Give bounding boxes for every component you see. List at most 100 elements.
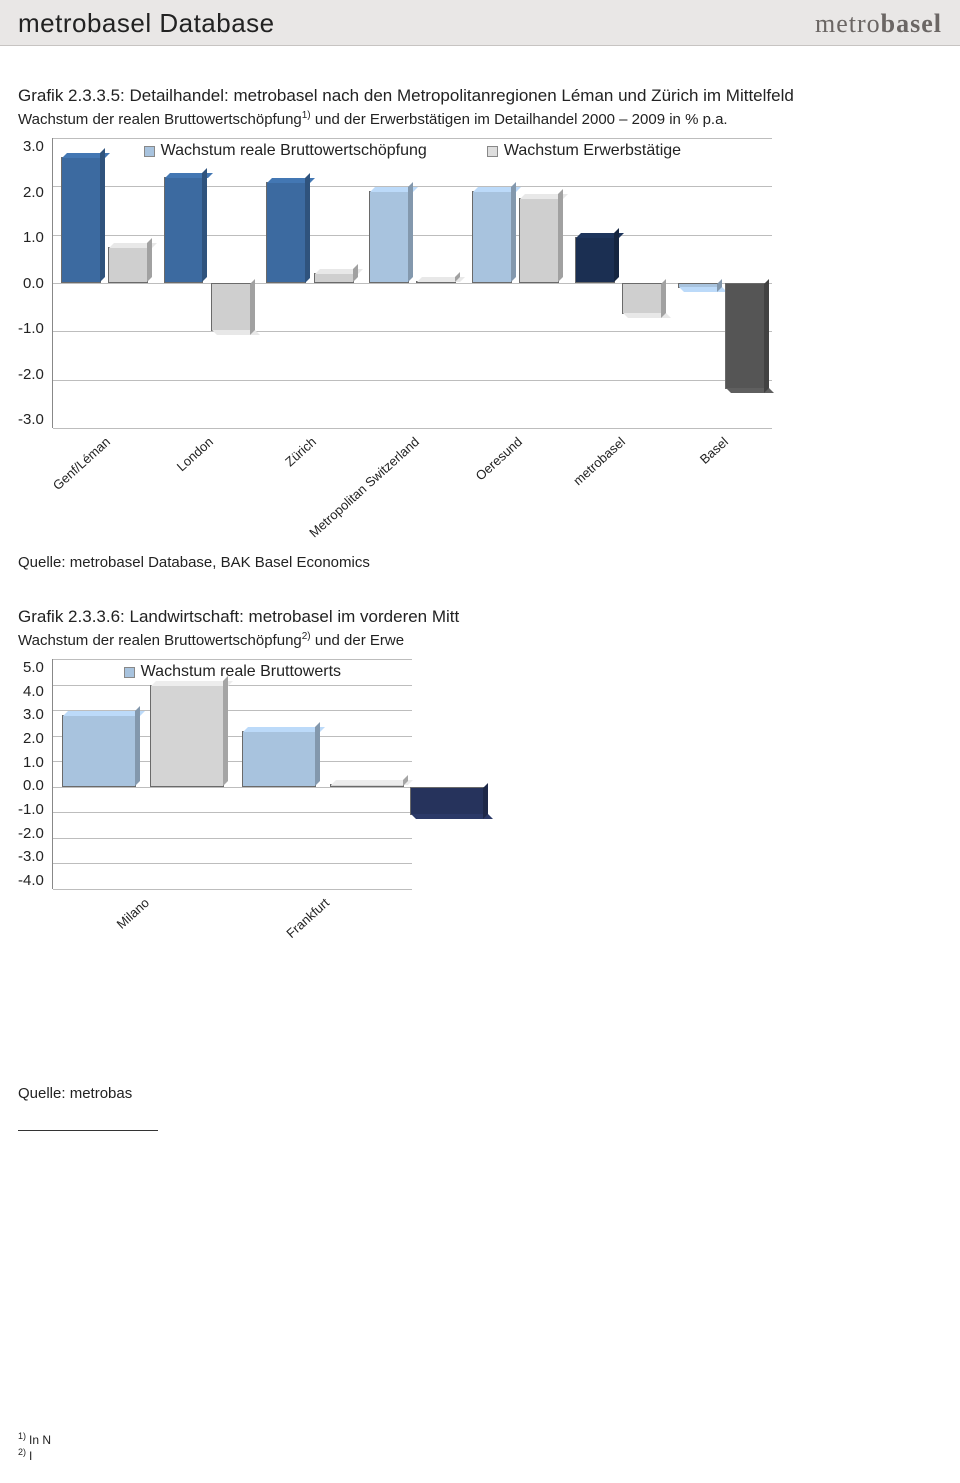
y-tick-label: 4.0 [23,683,44,700]
x-tick-label: Oeresund [472,434,524,483]
chart2-subtitle: Wachstum der realen Bruttowertschöpfung2… [18,631,942,649]
legend-swatch [487,146,498,157]
y-axis: 3.0 2.0 1.0 0.0 -1.0 -2.0 -3.0 [18,138,52,428]
chart1: 3.0 2.0 1.0 0.0 -1.0 -2.0 -3.0 Wachstum reale B… [18,138,942,548]
page-header: metrobasel Database metrobasel [0,0,960,46]
legend-label: Wachstum reale Bruttowerts [141,663,341,681]
y-tick-label: 0.0 [23,777,44,794]
chart2-title-lead: Grafik 2.3.3.6: [18,607,130,626]
plot-area: Wachstum reale Bruttowertschöpfung Wachst… [52,138,772,428]
y-tick-label: 1.0 [23,229,44,246]
chart1-title: Grafik 2.3.3.5: Detailhandel: metrobasel… [18,86,942,106]
legend-item: Wachstum reale Bruttowerts [124,663,341,681]
legend-label: Wachstum reale Bruttowertschöpfung [161,142,427,160]
page-content: Grafik 2.3.3.5: Detailhandel: metrobasel… [0,46,960,1122]
bar-group [59,659,227,889]
chart2-title: Grafik 2.3.3.6: Landwirtschaft: metrobas… [18,607,942,627]
bar [416,281,456,283]
x-tick-label: Basel [696,434,730,467]
y-tick-label: -1.0 [18,320,44,337]
y-tick-label: -3.0 [18,411,44,428]
footnote-divider [18,1130,158,1131]
legend-swatch [144,146,155,157]
bar [410,787,484,815]
y-tick-label: 2.0 [23,730,44,747]
chart1-source: Quelle: metrobasel Database, BAK Basel E… [18,554,942,571]
legend: Wachstum reale Bruttowertschöpfung Wachst… [53,142,772,160]
bar [622,283,662,314]
x-tick-label: Milano [114,895,152,932]
footnotes: 1)In N 2)I [0,1431,960,1483]
x-tick-label: metrobasel [570,434,628,488]
bar [108,247,148,283]
logo-part-light: metro [815,9,881,38]
logo-part-bold: basel [881,9,942,38]
x-tick-label: London [174,434,216,474]
chart1-title-rest: Detailhandel: metrobasel nach den Metrop… [130,86,794,105]
x-axis-labels: Milano Frankfurt [52,889,412,959]
bar [575,237,615,283]
bar-group [367,138,458,428]
legend-label: Wachstum Erwerbstätige [504,142,681,160]
x-tick-label: Metropolitan Switzerland [306,434,422,540]
bar-group [676,138,767,428]
bar [61,157,101,283]
y-tick-label: 5.0 [23,659,44,676]
bar-group [59,138,150,428]
chart2-sub-b: und der Erwe [311,632,404,649]
chart2-source: Quelle: metrobas [18,1085,942,1102]
chart1-title-lead: Grafik 2.3.3.5: [18,86,130,105]
y-tick-label: -2.0 [18,366,44,383]
y-tick-label: -4.0 [18,872,44,889]
bar [330,784,404,787]
chart2-sup: 2) [302,631,311,642]
y-tick-label: 2.0 [23,184,44,201]
bar [519,198,559,283]
bar [725,283,765,389]
bar [62,715,136,787]
bar [242,731,316,787]
y-tick-label: 3.0 [23,706,44,723]
plot-area: Wachstum reale Bruttowerts [52,659,412,889]
x-tick-label: Frankfurt [283,895,332,941]
x-axis-labels: Genf/Léman London ZürichMetropolitan Switz… [52,428,772,548]
bar [678,283,718,288]
y-tick-label: -2.0 [18,825,44,842]
bar-group [470,138,561,428]
bar-group [265,138,356,428]
bar [266,182,306,284]
logo: metrobasel [815,9,942,39]
x-tick-label: Zürich [282,434,319,469]
y-tick-label: 3.0 [23,138,44,155]
y-axis: 5.0 4.0 3.0 2.0 1.0 0.0 -1.0 -2.0 -3.0 -4.0 [18,659,52,889]
bars-layer [53,659,412,889]
bar-group [239,659,407,889]
bar-group [162,138,253,428]
legend-item: Wachstum Erwerbstätige [487,142,681,160]
y-tick-label: -3.0 [18,848,44,865]
page-title: metrobasel Database [18,8,275,39]
bar [164,177,204,283]
chart2: 5.0 4.0 3.0 2.0 1.0 0.0 -1.0 -2.0 -3.0 -4.0 Wachst… [18,659,942,959]
chart1-subtitle: Wachstum der realen Bruttowertschöpfung1… [18,110,942,128]
bar [369,191,409,283]
chart2-title-rest: Landwirtschaft: metrobasel im vorderen M… [130,607,460,626]
x-tick-label: Genf/Léman [50,434,113,493]
footnote-1: 1)In N [18,1431,942,1447]
y-tick-label: 1.0 [23,754,44,771]
bar [314,273,354,283]
y-tick-label: 0.0 [23,275,44,292]
bar [211,283,251,331]
legend-swatch [124,667,135,678]
bar [150,685,224,787]
bars-layer [53,138,772,428]
chart1-sup: 1) [302,110,311,121]
y-tick-label: -1.0 [18,801,44,818]
chart1-sub-b: und der Erwerbstätigen im Detailhandel 2… [311,111,728,128]
bar-group [573,138,664,428]
bar [472,191,512,283]
chart2-sub-a: Wachstum der realen Bruttowertschöpfung [18,632,302,649]
chart1-sub-a: Wachstum der realen Bruttowertschöpfung [18,111,302,128]
footnote-2: 2)I [18,1447,942,1463]
legend-item: Wachstum reale Bruttowertschöpfung [144,142,427,160]
